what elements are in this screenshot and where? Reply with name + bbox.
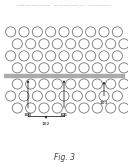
Circle shape [59,27,69,37]
Circle shape [119,39,128,49]
Text: Fig. 3: Fig. 3 [54,153,74,162]
Circle shape [92,63,102,73]
Circle shape [52,39,62,49]
Circle shape [79,39,89,49]
Circle shape [59,91,69,101]
Circle shape [99,51,109,61]
Circle shape [32,91,42,101]
Circle shape [26,63,36,73]
Circle shape [32,27,42,37]
Text: 103: 103 [100,82,108,105]
Circle shape [106,79,116,89]
Circle shape [99,91,109,101]
Circle shape [86,51,96,61]
Circle shape [106,63,116,73]
Circle shape [119,103,128,113]
Circle shape [19,51,29,61]
Circle shape [72,91,82,101]
Circle shape [66,63,76,73]
Circle shape [12,79,22,89]
Circle shape [46,27,56,37]
Circle shape [79,103,89,113]
Circle shape [6,51,16,61]
Text: 100: 100 [24,81,32,117]
Circle shape [52,79,62,89]
Circle shape [119,79,128,89]
Circle shape [26,103,36,113]
Text: 102: 102 [42,116,50,126]
Bar [4,74,124,77]
Circle shape [6,91,16,101]
Circle shape [32,51,42,61]
Circle shape [39,63,49,73]
Circle shape [72,51,82,61]
Circle shape [106,39,116,49]
Circle shape [86,27,96,37]
Circle shape [86,91,96,101]
Circle shape [119,63,128,73]
Circle shape [106,103,116,113]
Circle shape [39,79,49,89]
Circle shape [92,103,102,113]
Circle shape [19,27,29,37]
Circle shape [12,39,22,49]
Circle shape [66,103,76,113]
Circle shape [26,79,36,89]
Circle shape [19,91,29,101]
Circle shape [46,91,56,101]
Circle shape [6,27,16,37]
Circle shape [52,63,62,73]
Circle shape [72,27,82,37]
Circle shape [92,39,102,49]
Circle shape [39,103,49,113]
Circle shape [39,39,49,49]
Circle shape [99,27,109,37]
Circle shape [66,79,76,89]
Circle shape [112,27,122,37]
Circle shape [52,103,62,113]
Circle shape [79,79,89,89]
Circle shape [12,63,22,73]
Text: 101: 101 [60,81,68,117]
Circle shape [79,63,89,73]
Circle shape [92,79,102,89]
Circle shape [59,51,69,61]
Circle shape [112,51,122,61]
Circle shape [12,103,22,113]
Circle shape [66,39,76,49]
Circle shape [26,39,36,49]
Circle shape [46,51,56,61]
Text: Patent Application Publication     Feb. 28, 2013  Sheet 7 of 8     US 2013/00449: Patent Application Publication Feb. 28, … [17,4,111,6]
Circle shape [112,91,122,101]
